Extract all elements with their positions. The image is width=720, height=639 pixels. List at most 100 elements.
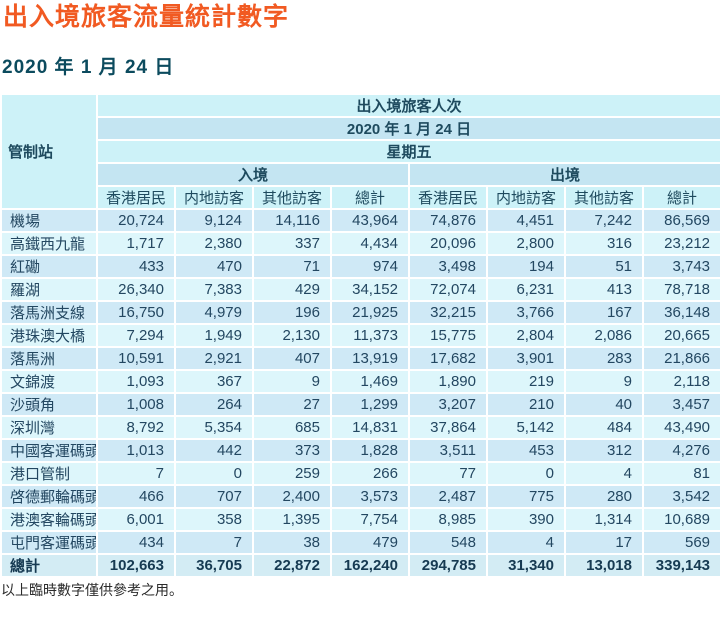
station-cell: 中國客運碼頭 <box>0 438 98 463</box>
value-cell: 17,682 <box>408 346 488 371</box>
value-cell: 15,775 <box>408 323 488 348</box>
subheader-arrival-hk-residents: 香港居民 <box>96 185 176 210</box>
value-cell: 31,340 <box>486 553 566 578</box>
value-cell: 548 <box>408 530 488 555</box>
value-cell: 2,130 <box>252 323 332 348</box>
value-cell: 264 <box>174 392 254 417</box>
station-cell: 紅磡 <box>0 254 98 279</box>
value-cell: 22,872 <box>252 553 332 578</box>
statistics-table: 管制站 出入境旅客人次 2020 年 1 月 24 日 星期五 入境 出境 香港… <box>0 93 720 578</box>
value-cell: 20,724 <box>96 208 176 233</box>
value-cell: 194 <box>486 254 566 279</box>
table-row: 港澳客輪碼頭 6,001 358 1,395 7,754 8,985 390 1,314 10,… <box>0 507 720 532</box>
value-cell: 32,215 <box>408 300 488 325</box>
value-cell: 2,804 <box>486 323 566 348</box>
value-cell: 36,148 <box>641 300 720 325</box>
page: 出入境旅客流量統計數字 2020 年 1 月 24 日 管制站 出入境旅客人次 … <box>0 2 720 598</box>
value-cell: 390 <box>486 507 566 532</box>
value-cell: 210 <box>486 392 566 417</box>
value-cell: 9 <box>564 369 644 394</box>
value-cell: 16,750 <box>96 300 176 325</box>
value-cell: 5,354 <box>174 415 254 440</box>
value-cell: 21,866 <box>641 346 720 371</box>
value-cell: 407 <box>252 346 332 371</box>
value-cell: 6,231 <box>486 277 566 302</box>
value-cell: 1,093 <box>96 369 176 394</box>
table-row: 沙頭角 1,008 264 27 1,299 3,207 210 40 3,457 <box>0 392 720 417</box>
value-cell: 13,919 <box>330 346 410 371</box>
value-cell: 259 <box>252 461 332 486</box>
station-cell: 落馬洲 <box>0 346 98 371</box>
value-cell: 974 <box>330 254 410 279</box>
value-cell: 7 <box>96 461 176 486</box>
value-cell: 3,573 <box>330 484 410 509</box>
value-cell: 685 <box>252 415 332 440</box>
value-cell: 266 <box>330 461 410 486</box>
value-cell: 5,142 <box>486 415 566 440</box>
corner-header-cell: 管制站 <box>0 93 98 210</box>
value-cell: 37,864 <box>408 415 488 440</box>
value-cell: 196 <box>252 300 332 325</box>
value-cell: 8,985 <box>408 507 488 532</box>
table-row: 羅湖 26,340 7,383 429 34,152 72,074 6,231 413 78,7… <box>0 277 720 302</box>
table-row: 落馬洲 10,591 2,921 407 13,919 17,682 3,901 283 21,… <box>0 346 720 371</box>
value-cell: 2,118 <box>641 369 720 394</box>
value-cell: 10,591 <box>96 346 176 371</box>
subheader-departure-hk-residents: 香港居民 <box>408 185 488 210</box>
value-cell: 1,717 <box>96 231 176 256</box>
value-cell: 7,383 <box>174 277 254 302</box>
subheader-departure-total: 總計 <box>641 185 720 210</box>
value-cell: 71 <box>252 254 332 279</box>
value-cell: 27 <box>252 392 332 417</box>
date-header-cell: 2020 年 1 月 24 日 <box>95 116 720 141</box>
station-cell: 總計 <box>0 553 98 578</box>
value-cell: 167 <box>564 300 644 325</box>
station-cell: 落馬洲支線 <box>0 300 98 325</box>
table-row: 紅磡 433 470 71 974 3,498 194 51 3,743 <box>0 254 720 279</box>
table-row: 深圳灣 8,792 5,354 685 14,831 37,864 5,142 484 43,4… <box>0 415 720 440</box>
value-cell: 466 <box>96 484 176 509</box>
value-cell: 484 <box>564 415 644 440</box>
subheader-arrival-other: 其他訪客 <box>252 185 332 210</box>
value-cell: 775 <box>486 484 566 509</box>
header-row-weekday: 星期五 <box>1 139 720 164</box>
station-cell: 港口管制 <box>0 461 98 486</box>
station-cell: 高鐵西九龍 <box>0 231 98 256</box>
value-cell: 1,828 <box>330 438 410 463</box>
value-cell: 429 <box>252 277 332 302</box>
station-cell: 文錦渡 <box>0 369 98 394</box>
value-cell: 2,921 <box>174 346 254 371</box>
table-row: 港口管制 7 0 259 266 77 0 4 81 <box>0 461 720 486</box>
value-cell: 294,785 <box>408 553 488 578</box>
footnote: 以上臨時數字僅供參考之用。 <box>1 582 183 598</box>
table-row: 港珠澳大橋 7,294 1,949 2,130 11,373 15,775 2,804 2,0… <box>0 323 720 348</box>
value-cell: 283 <box>564 346 644 371</box>
table-row: 中國客運碼頭 1,013 442 373 1,828 3,511 453 312 4,276 <box>0 438 720 463</box>
station-cell: 深圳灣 <box>0 415 98 440</box>
value-cell: 3,498 <box>408 254 488 279</box>
value-cell: 316 <box>564 231 644 256</box>
value-cell: 2,800 <box>486 231 566 256</box>
station-cell: 機場 <box>0 208 98 233</box>
value-cell: 470 <box>174 254 254 279</box>
value-cell: 20,665 <box>641 323 720 348</box>
value-cell: 1,890 <box>408 369 488 394</box>
table-row: 文錦渡 1,093 367 9 1,469 1,890 219 9 2,118 <box>0 369 720 394</box>
value-cell: 4,451 <box>486 208 566 233</box>
value-cell: 3,457 <box>641 392 720 417</box>
value-cell: 8,792 <box>96 415 176 440</box>
header-row-banner: 管制站 出入境旅客人次 <box>0 93 720 210</box>
value-cell: 74,876 <box>408 208 488 233</box>
subheader-departure-mainland: 内地訪客 <box>486 185 566 210</box>
value-cell: 1,013 <box>96 438 176 463</box>
value-cell: 9,124 <box>174 208 254 233</box>
value-cell: 413 <box>564 277 644 302</box>
value-cell: 7,294 <box>96 323 176 348</box>
value-cell: 2,086 <box>564 323 644 348</box>
value-cell: 20,096 <box>408 231 488 256</box>
value-cell: 367 <box>174 369 254 394</box>
subheader-arrival-mainland: 内地訪客 <box>174 185 254 210</box>
value-cell: 86,569 <box>641 208 720 233</box>
subheader-departure-other: 其他訪客 <box>564 185 644 210</box>
value-cell: 2,380 <box>174 231 254 256</box>
